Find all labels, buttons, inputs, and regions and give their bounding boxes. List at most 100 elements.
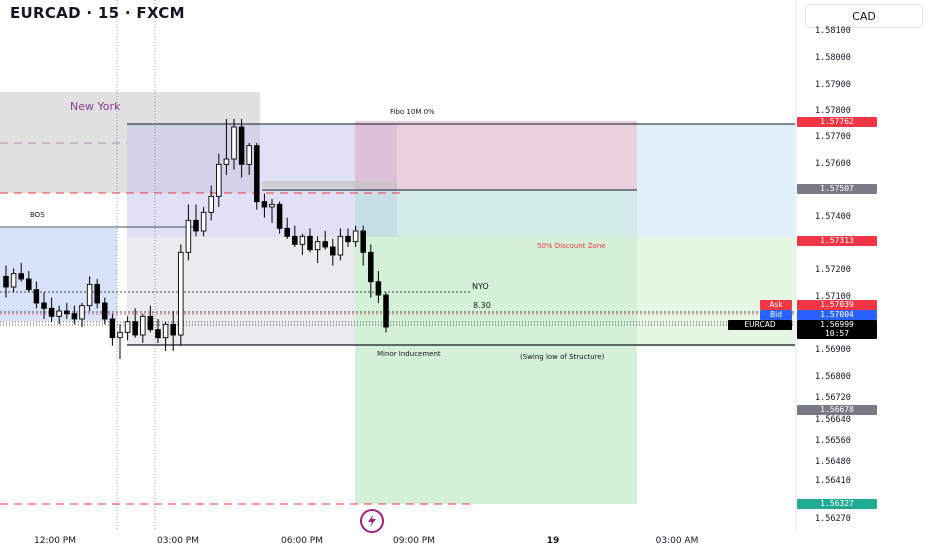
- candle: [352, 225, 359, 247]
- candle: [246, 143, 252, 175]
- candle: [33, 281, 40, 309]
- candle: [330, 239, 336, 266]
- price-axis-label: 1.56640: [815, 415, 851, 425]
- price-axis-label: 1.57400: [815, 212, 851, 222]
- projection-blue-zone: [637, 124, 795, 237]
- candle: [56, 305, 62, 325]
- fibo-green-zone: [355, 237, 637, 504]
- price-axis-label: 1.58000: [815, 53, 851, 63]
- time-axis-label: 06:00 PM: [281, 536, 323, 546]
- candle-body-down: [48, 307, 55, 317]
- candle-body-up: [269, 203, 275, 208]
- candle: [71, 305, 78, 325]
- candle-body-down: [33, 289, 40, 304]
- price-axis-label: 1.56720: [815, 393, 851, 403]
- candle-body-down: [155, 329, 161, 339]
- candle-body-down: [345, 235, 351, 243]
- candle-body-down: [109, 318, 116, 339]
- candle: [269, 199, 275, 223]
- price-axis-label: 1.56800: [815, 372, 851, 382]
- price-axis-label: 1.57800: [815, 106, 851, 116]
- candle-body-up: [56, 310, 62, 317]
- candle-body-down: [276, 203, 283, 229]
- candle-body-up: [79, 305, 85, 320]
- candle: [124, 316, 131, 341]
- time-axis-label: 03:00 PM: [157, 536, 199, 546]
- candle-body-down: [307, 235, 313, 251]
- candle-body-down: [330, 246, 336, 256]
- discount-zone-label: 50% Discount Zone: [537, 242, 606, 250]
- fibo-pink-zone: [355, 121, 637, 190]
- candle-body-down: [254, 145, 260, 203]
- candle: [109, 313, 116, 346]
- candle: [345, 228, 351, 247]
- fibo-label: Fibo 10M 0%: [390, 108, 435, 116]
- candle-body-down: [322, 241, 328, 248]
- candle: [79, 303, 85, 327]
- ask-badge: 1.57039: [797, 300, 877, 310]
- candle: [185, 204, 192, 261]
- candle: [292, 225, 298, 247]
- candle-body-up: [178, 251, 184, 336]
- candle-body-down: [193, 219, 199, 232]
- price-axis-label: 1.57700: [815, 132, 851, 142]
- candle-body-up: [200, 211, 207, 232]
- bid-tag: Bid: [760, 310, 792, 320]
- candle-body-down: [64, 310, 70, 315]
- low-mid-badge: 1.56678: [797, 405, 877, 415]
- candle: [276, 201, 283, 234]
- candle: [18, 263, 24, 282]
- countdown-badge: 10:57: [797, 329, 877, 339]
- minor-inducement-label: Minor Inducement: [377, 350, 441, 358]
- candle-body-down: [368, 251, 374, 283]
- candle: [238, 119, 245, 178]
- price-axis-label: 1.57200: [815, 265, 851, 275]
- candles: [3, 119, 389, 359]
- candle: [208, 185, 214, 221]
- candle-body-up: [231, 126, 237, 160]
- price-axis-label: 1.56270: [815, 514, 851, 524]
- candle: [231, 119, 237, 170]
- candle-body-up: [185, 219, 192, 253]
- price-axis-label: 1.56410: [815, 476, 851, 486]
- candle-body-up: [352, 230, 359, 243]
- price-axis-label: 1.57600: [815, 159, 851, 169]
- session-label: New York: [70, 100, 121, 113]
- candle: [170, 311, 176, 351]
- candle-body-up: [337, 235, 344, 256]
- candle: [254, 143, 260, 210]
- candle: [307, 228, 313, 253]
- candle-body-up: [246, 145, 252, 165]
- discount-badge: 1.57313: [797, 236, 877, 246]
- candle: [337, 228, 344, 261]
- candle: [147, 305, 154, 333]
- fibo-top-badge: 1.57762: [797, 117, 877, 127]
- 830-label: 8.30: [473, 301, 491, 310]
- candle: [360, 225, 366, 266]
- projection-green-zone: [637, 237, 795, 347]
- range-box-left: [0, 228, 117, 321]
- swing-low-label: (Swing low of Structure): [520, 353, 605, 361]
- bid-badge: 1.57004: [797, 310, 877, 320]
- target-badge: 1.56327: [797, 499, 877, 509]
- symbol-tag: EURCAD: [728, 320, 792, 330]
- price-axis-label: 1.58100: [815, 26, 851, 36]
- candle: [132, 308, 138, 338]
- candle: [162, 321, 169, 351]
- candle: [368, 244, 374, 298]
- symbol-title[interactable]: EURCAD · 15 · FXCM: [10, 4, 185, 22]
- currency-button[interactable]: CAD: [805, 4, 923, 28]
- candle-body-down: [18, 273, 24, 280]
- zones: [0, 92, 795, 504]
- candle-body-down: [170, 323, 176, 336]
- tradingview-lightning-logo-icon[interactable]: [360, 509, 384, 533]
- candle-body-down: [375, 281, 382, 296]
- candle-body-up: [162, 323, 169, 339]
- candle-body-down: [238, 126, 245, 165]
- mid-zone-badge: 1.57507: [797, 184, 877, 194]
- candle-body-up: [208, 195, 214, 213]
- price-axis-label: 1.57100: [815, 292, 851, 302]
- candle: [86, 276, 93, 311]
